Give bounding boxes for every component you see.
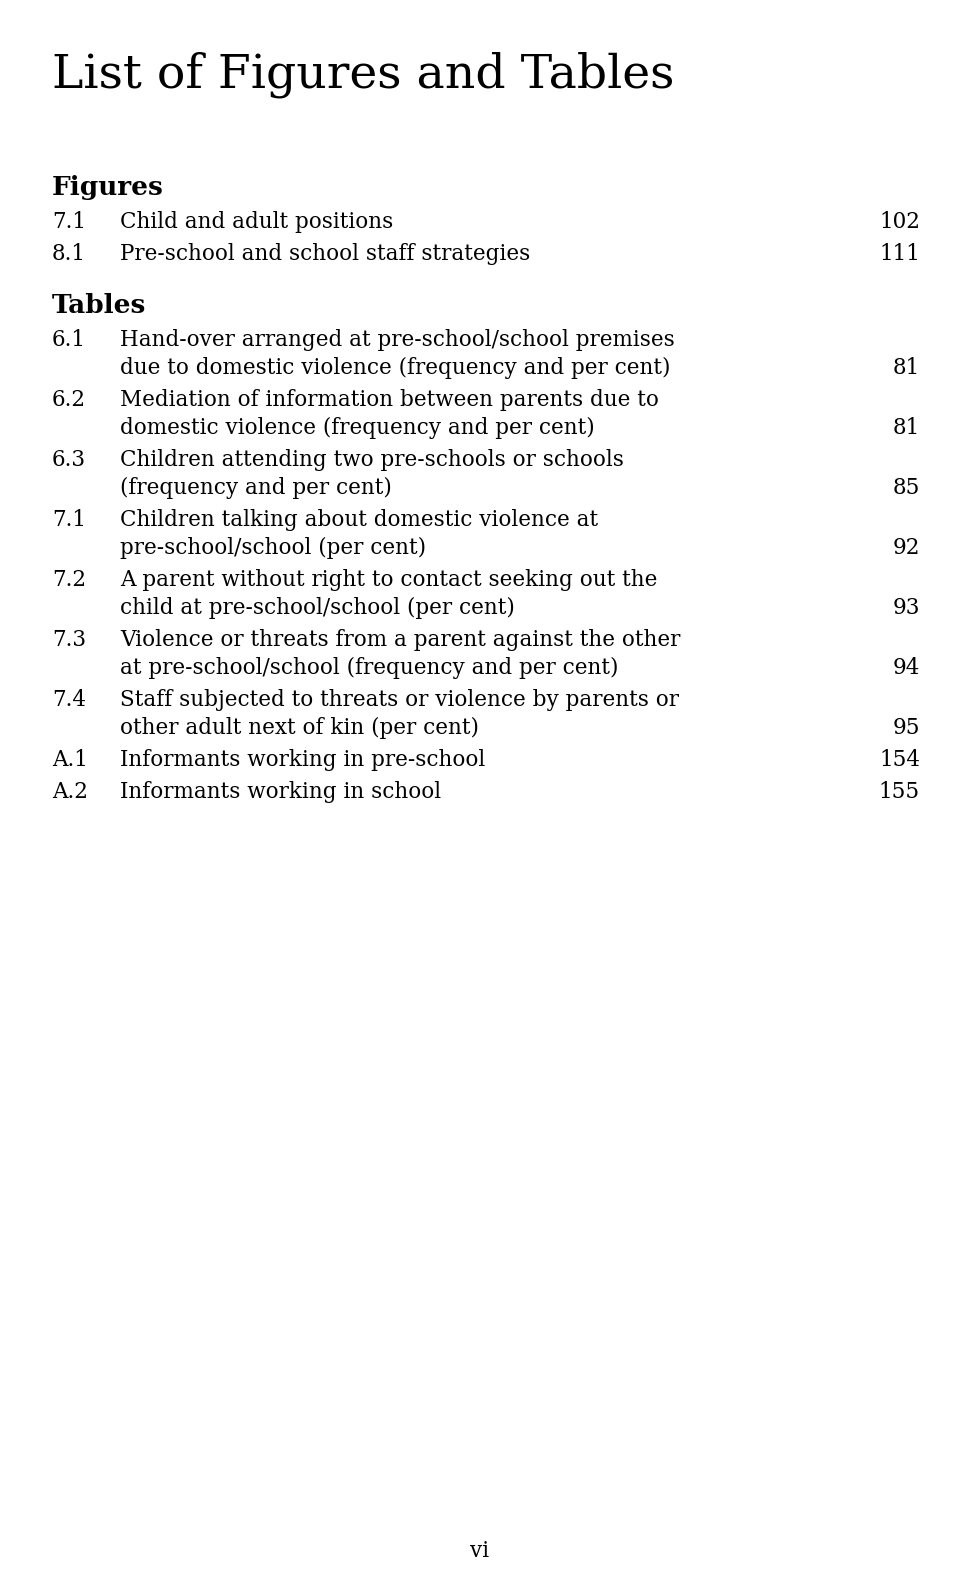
Text: pre-school/school (per cent): pre-school/school (per cent): [120, 536, 426, 559]
Text: 7.3: 7.3: [52, 629, 86, 651]
Text: 93: 93: [893, 597, 920, 619]
Text: 6.2: 6.2: [52, 389, 86, 412]
Text: A.1: A.1: [52, 749, 88, 771]
Text: 85: 85: [893, 477, 920, 500]
Text: 7.1: 7.1: [52, 211, 86, 233]
Text: 8.1: 8.1: [52, 243, 86, 265]
Text: Hand-over arranged at pre-school/school premises: Hand-over arranged at pre-school/school …: [120, 329, 675, 351]
Text: 92: 92: [893, 536, 920, 559]
Text: Children talking about domestic violence at: Children talking about domestic violence…: [120, 509, 598, 531]
Text: 6.3: 6.3: [52, 448, 86, 471]
Text: 81: 81: [893, 358, 920, 378]
Text: Pre-school and school staff strategies: Pre-school and school staff strategies: [120, 243, 530, 265]
Text: child at pre-school/school (per cent): child at pre-school/school (per cent): [120, 597, 515, 619]
Text: 7.2: 7.2: [52, 570, 86, 591]
Text: 81: 81: [893, 417, 920, 439]
Text: Mediation of information between parents due to: Mediation of information between parents…: [120, 389, 659, 412]
Text: (frequency and per cent): (frequency and per cent): [120, 477, 392, 500]
Text: Violence or threats from a parent against the other: Violence or threats from a parent agains…: [120, 629, 681, 651]
Text: A parent without right to contact seeking out the: A parent without right to contact seekin…: [120, 570, 658, 591]
Text: Figures: Figures: [52, 176, 164, 200]
Text: domestic violence (frequency and per cent): domestic violence (frequency and per cen…: [120, 417, 595, 439]
Text: Informants working in school: Informants working in school: [120, 780, 442, 803]
Text: Child and adult positions: Child and adult positions: [120, 211, 394, 233]
Text: Informants working in pre-school: Informants working in pre-school: [120, 749, 485, 771]
Text: 95: 95: [893, 717, 920, 739]
Text: List of Figures and Tables: List of Figures and Tables: [52, 53, 674, 99]
Text: 6.1: 6.1: [52, 329, 86, 351]
Text: due to domestic violence (frequency and per cent): due to domestic violence (frequency and …: [120, 358, 670, 380]
Text: Staff subjected to threats or violence by parents or: Staff subjected to threats or violence b…: [120, 689, 679, 710]
Text: 7.4: 7.4: [52, 689, 86, 710]
Text: at pre-school/school (frequency and per cent): at pre-school/school (frequency and per …: [120, 658, 618, 678]
Text: vi: vi: [470, 1540, 490, 1562]
Text: A.2: A.2: [52, 780, 88, 803]
Text: Children attending two pre-schools or schools: Children attending two pre-schools or sc…: [120, 448, 624, 471]
Text: 102: 102: [879, 211, 920, 233]
Text: 94: 94: [893, 658, 920, 678]
Text: 154: 154: [879, 749, 920, 771]
Text: Tables: Tables: [52, 294, 146, 318]
Text: other adult next of kin (per cent): other adult next of kin (per cent): [120, 717, 479, 739]
Text: 7.1: 7.1: [52, 509, 86, 531]
Text: 111: 111: [879, 243, 920, 265]
Text: 155: 155: [878, 780, 920, 803]
